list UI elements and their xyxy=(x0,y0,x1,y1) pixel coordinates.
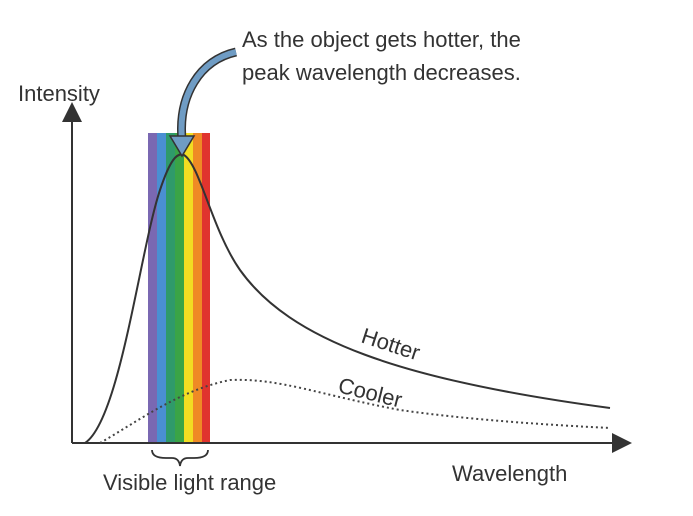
arrow-body xyxy=(178,49,237,141)
cooler-curve xyxy=(99,378,611,444)
hotter-label: Hotter xyxy=(358,323,423,365)
x-axis-label: Wavelength xyxy=(452,461,567,486)
cooler-label: Cooler xyxy=(336,373,405,413)
y-axis-label: Intensity xyxy=(18,81,100,106)
visible-range-label: Visible light range xyxy=(103,470,276,495)
visible-spectrum xyxy=(148,133,210,443)
annotation-line: peak wavelength decreases. xyxy=(242,60,521,85)
brace xyxy=(151,449,209,467)
annotation-line: As the object gets hotter, the xyxy=(242,27,521,52)
hotter-curve xyxy=(84,153,611,444)
arrow-head xyxy=(168,135,196,158)
